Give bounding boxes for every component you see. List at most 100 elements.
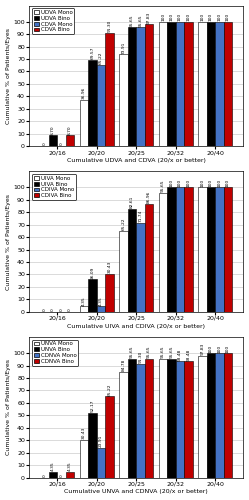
Text: 95.65: 95.65 xyxy=(130,346,134,358)
Text: 100: 100 xyxy=(217,344,221,352)
Bar xyxy=(184,22,193,146)
Text: 95.65: 95.65 xyxy=(161,346,165,358)
Bar xyxy=(119,54,128,146)
Text: 100: 100 xyxy=(209,344,213,352)
Y-axis label: Cumulative % of Patients/Eyes: Cumulative % of Patients/Eyes xyxy=(5,360,10,456)
Text: 100: 100 xyxy=(178,178,182,187)
X-axis label: Cumulative UDVA and CDVA (20/x or better): Cumulative UDVA and CDVA (20/x or better… xyxy=(67,158,206,163)
Text: 100: 100 xyxy=(178,13,182,21)
X-axis label: Cumulative UIVA and CDIVA (20/x or better): Cumulative UIVA and CDIVA (20/x or bette… xyxy=(67,324,205,328)
Bar xyxy=(207,22,215,146)
Bar xyxy=(167,22,176,146)
Text: 4.35: 4.35 xyxy=(99,296,103,306)
Bar xyxy=(80,306,88,312)
Bar xyxy=(224,188,232,312)
Text: 84.78: 84.78 xyxy=(122,359,125,372)
Bar xyxy=(215,353,224,478)
Bar xyxy=(49,472,57,478)
Text: 4.35: 4.35 xyxy=(51,462,55,471)
Text: 95.65: 95.65 xyxy=(138,14,142,26)
Text: 0: 0 xyxy=(60,474,63,477)
Legend: UDVA Mono, UDVA Bino, CDVA Mono, CDVA Bino: UDVA Mono, UDVA Bino, CDVA Mono, CDVA Bi… xyxy=(32,8,74,34)
Text: 100: 100 xyxy=(161,13,165,21)
Text: 65.22: 65.22 xyxy=(122,218,125,230)
Bar xyxy=(128,209,136,312)
Bar xyxy=(176,188,184,312)
Text: 0: 0 xyxy=(43,474,47,477)
Text: 8.70: 8.70 xyxy=(68,125,72,134)
Bar xyxy=(119,372,128,478)
Bar xyxy=(136,364,145,478)
Text: 100: 100 xyxy=(170,13,174,21)
Bar xyxy=(167,188,176,312)
Text: 91.30: 91.30 xyxy=(138,351,142,364)
Bar xyxy=(136,27,145,146)
Text: 73.91: 73.91 xyxy=(122,41,125,54)
Text: 0: 0 xyxy=(51,308,55,311)
Bar xyxy=(167,358,176,478)
Text: 65.22: 65.22 xyxy=(99,52,103,64)
Bar xyxy=(198,188,207,312)
Bar xyxy=(88,280,97,312)
Bar xyxy=(105,274,114,312)
Bar xyxy=(159,358,167,478)
Text: 97.83: 97.83 xyxy=(147,12,151,24)
Bar xyxy=(88,412,97,478)
Text: 52.17: 52.17 xyxy=(91,400,95,412)
Legend: UIVA Mono, UIVA Bino, CDIVA Mono, CDIVA Bino: UIVA Mono, UIVA Bino, CDIVA Mono, CDIVA … xyxy=(32,174,76,200)
Bar xyxy=(159,193,167,312)
Bar xyxy=(136,222,145,312)
Text: 86.96: 86.96 xyxy=(147,190,151,203)
Bar xyxy=(80,440,88,478)
Text: 100: 100 xyxy=(217,13,221,21)
Bar xyxy=(215,22,224,146)
Text: 97.83: 97.83 xyxy=(200,343,205,355)
Text: 100: 100 xyxy=(226,178,230,187)
Text: 100: 100 xyxy=(170,178,174,187)
Bar xyxy=(128,27,136,146)
Text: 30.43: 30.43 xyxy=(108,261,112,274)
Bar xyxy=(119,230,128,312)
Bar xyxy=(198,22,207,146)
Text: 8.70: 8.70 xyxy=(51,125,55,134)
Text: 100: 100 xyxy=(217,178,221,187)
Bar xyxy=(215,188,224,312)
Bar xyxy=(105,32,114,146)
Bar xyxy=(145,24,153,146)
Text: 82.61: 82.61 xyxy=(130,196,134,208)
Text: 100: 100 xyxy=(200,178,205,187)
Text: 100: 100 xyxy=(187,178,190,187)
Bar xyxy=(66,472,74,478)
Text: 36.96: 36.96 xyxy=(82,87,86,100)
Y-axis label: Cumulative % of Patients/Eyes: Cumulative % of Patients/Eyes xyxy=(5,194,10,290)
Text: 100: 100 xyxy=(209,178,213,187)
Bar xyxy=(80,100,88,146)
Bar xyxy=(97,448,105,478)
Bar xyxy=(224,353,232,478)
Text: 0: 0 xyxy=(43,308,47,311)
Text: 100: 100 xyxy=(226,13,230,21)
Text: 4.35: 4.35 xyxy=(82,296,86,306)
Bar xyxy=(207,353,215,478)
Text: 0: 0 xyxy=(60,308,63,311)
Text: 4.35: 4.35 xyxy=(68,462,72,471)
Bar xyxy=(49,135,57,146)
Bar xyxy=(176,22,184,146)
Text: 30.43: 30.43 xyxy=(82,426,86,439)
Bar xyxy=(97,306,105,312)
Text: 95.65: 95.65 xyxy=(170,346,174,358)
Bar xyxy=(66,135,74,146)
X-axis label: Cumulative UNVA and CDNVA (20/x or better): Cumulative UNVA and CDNVA (20/x or bette… xyxy=(64,490,208,494)
Bar xyxy=(145,204,153,312)
Text: 69.57: 69.57 xyxy=(91,46,95,59)
Text: 65.22: 65.22 xyxy=(108,384,112,396)
Text: 100: 100 xyxy=(209,13,213,21)
Bar xyxy=(128,358,136,478)
Bar xyxy=(207,188,215,312)
Text: 71.74: 71.74 xyxy=(138,210,142,222)
Bar xyxy=(184,362,193,478)
Bar xyxy=(145,358,153,478)
Text: 23.91: 23.91 xyxy=(99,435,103,447)
Text: 0: 0 xyxy=(43,142,47,146)
Bar xyxy=(176,362,184,478)
